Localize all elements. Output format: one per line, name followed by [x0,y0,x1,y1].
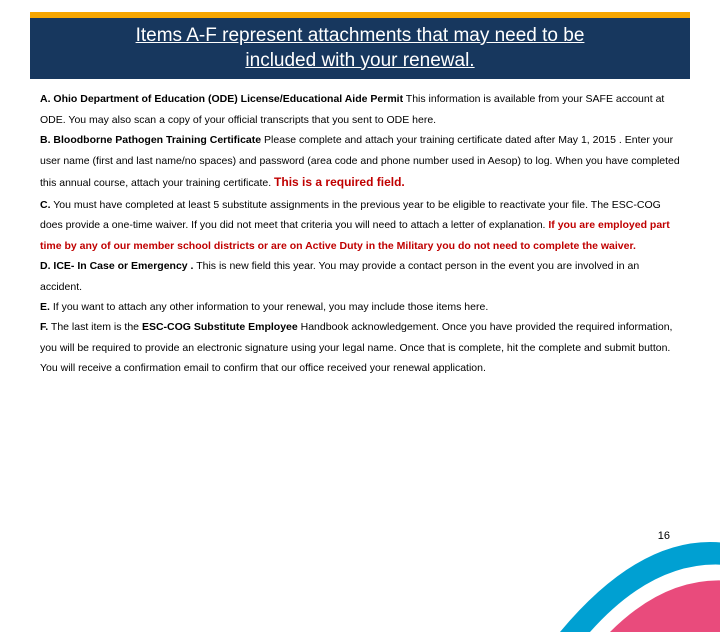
item-d: D. ICE- In Case or Emergency . This is n… [40,256,680,297]
item-e: E. If you want to attach any other infor… [40,297,680,317]
title-box: Items A-F represent attachments that may… [30,18,690,79]
header-band: Items A-F represent attachments that may… [30,12,690,79]
item-f-label: F. [40,321,48,333]
corner-decoration [560,472,720,632]
arc-outer [560,542,720,632]
item-b: B. Bloodborne Pathogen Training Certific… [40,130,680,194]
item-a: A. Ohio Department of Education (ODE) Li… [40,89,680,130]
item-a-label: A. Ohio Department of Education (ODE) Li… [40,93,403,105]
slide-title: Items A-F represent attachments that may… [40,24,680,73]
item-c: C. You must have completed at least 5 su… [40,195,680,256]
item-e-body: If you want to attach any other informat… [50,301,488,313]
item-e-label: E. [40,301,50,313]
arc-inner [610,580,720,632]
item-f-bold: ESC-COG Substitute Employee [142,321,298,333]
item-f: F. The last item is the ESC-COG Substitu… [40,317,680,378]
item-d-label: D. ICE- In Case or Emergency . [40,260,193,272]
item-f-body1: The last item is the [48,321,142,333]
item-b-required: This is a required field. [274,175,405,189]
item-b-label: B. Bloodborne Pathogen Training Certific… [40,134,261,146]
item-c-label: C. [40,199,51,211]
body-content: A. Ohio Department of Education (ODE) Li… [0,79,720,378]
arc-gap [590,565,720,632]
title-line-2: included with your renewal. [245,50,474,71]
page-number: 16 [658,530,670,542]
title-line-1: Items A-F represent attachments that may… [136,25,585,46]
